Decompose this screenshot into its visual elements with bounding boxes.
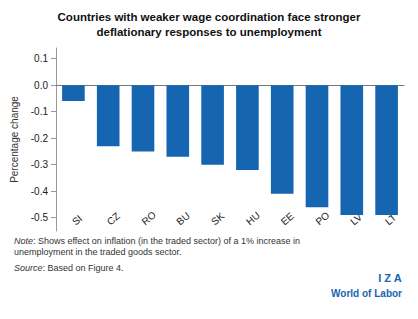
svg-text:HU: HU (244, 209, 262, 227)
svg-text:PO: PO (313, 209, 331, 227)
svg-text:RO: RO (139, 209, 158, 227)
svg-text:Note: Note (14, 236, 33, 246)
svg-text:World of Labor: World of Labor (331, 288, 402, 299)
svg-text:deflationary responses to unem: deflationary responses to unemployment (97, 26, 322, 38)
svg-text:: Shows effect on inflation (i: : Shows effect on inflation (in the trad… (33, 236, 300, 246)
svg-text:I Z A: I Z A (378, 272, 401, 284)
svg-text:-0.4: -0.4 (31, 186, 49, 197)
svg-text:-0.2: -0.2 (31, 133, 49, 144)
svg-text:SK: SK (209, 210, 227, 227)
svg-text:Percentage change: Percentage change (9, 96, 20, 183)
svg-text:-0.5: -0.5 (31, 212, 49, 223)
svg-text:0.1: 0.1 (34, 53, 48, 64)
svg-text:SI: SI (70, 213, 84, 228)
svg-text:Countries with weaker wage coo: Countries with weaker wage coordination … (58, 11, 361, 23)
svg-text:unemployment in the traded goo: unemployment in the traded goods sector. (14, 247, 182, 257)
svg-text:LV: LV (348, 211, 365, 228)
svg-text:-0.1: -0.1 (31, 106, 49, 117)
svg-text:CZ: CZ (105, 210, 122, 227)
svg-text:BU: BU (174, 210, 192, 227)
svg-text:-0.3: -0.3 (31, 159, 49, 170)
svg-text:0.0: 0.0 (34, 80, 48, 91)
svg-text:Source: Source (14, 263, 43, 273)
svg-text:EE: EE (279, 210, 297, 227)
svg-text:: Based on Figure 4.: : Based on Figure 4. (43, 263, 124, 273)
svg-text:LT: LT (383, 211, 399, 228)
